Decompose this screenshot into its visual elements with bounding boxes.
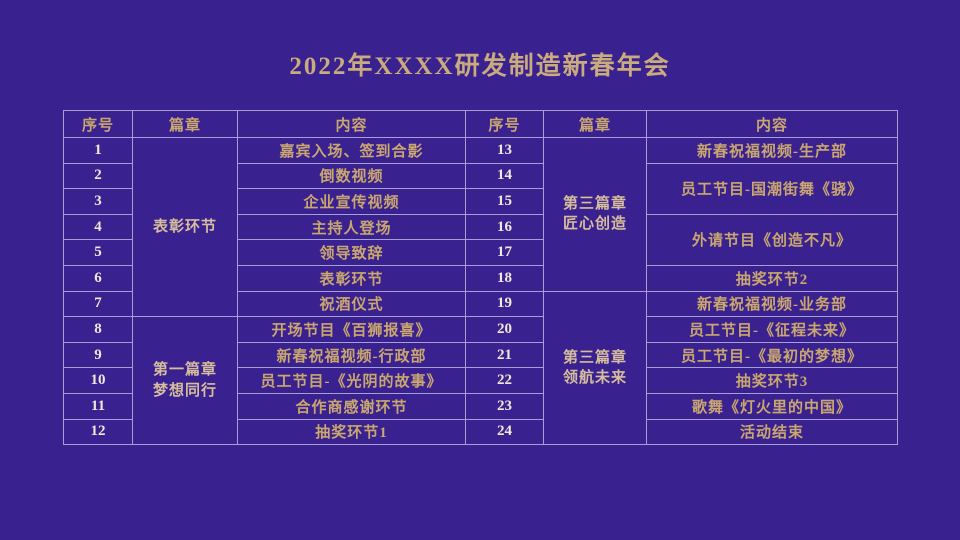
seq-cell: 16 (465, 213, 544, 241)
header-content-right: 内容 (646, 110, 898, 138)
header-seq-left: 序号 (63, 110, 133, 138)
program-table: 序号 篇章 内容 序号 篇章 内容 1 表彰环节 嘉宾入场、签到合影 13 第三… (63, 110, 898, 446)
seq-cell: 1 (63, 137, 133, 164)
seq-cell: 24 (465, 418, 544, 446)
seq-cell: 9 (63, 341, 133, 369)
chapter-line: 表彰环节 (152, 218, 217, 235)
content-cell: 新春祝福视频-生产部 (646, 137, 898, 164)
content-cell: 企业宣传视频 (237, 188, 466, 215)
chapter-line: 第三篇章 (562, 349, 627, 366)
seq-cell: 14 (465, 162, 544, 190)
header-chapter-right: 篇章 (543, 110, 647, 138)
chapter-line: 第一篇章 (152, 362, 217, 379)
content-cell: 新春祝福视频-行政部 (237, 341, 466, 369)
content-cell: 抽奖环节3 (646, 367, 898, 394)
chapter-cell-chapter3-future: 第三篇章 领航未来 (543, 290, 647, 446)
seq-cell: 17 (465, 239, 544, 266)
seq-cell: 8 (63, 316, 133, 343)
chapter-line: 领航未来 (562, 369, 627, 386)
chapter-cell-chapter1-dream: 第一篇章 梦想同行 (132, 316, 238, 446)
content-cell: 歌舞《灯火里的中国》 (646, 392, 898, 420)
content-cell: 员工节目-《征程未来》 (646, 316, 898, 343)
seq-cell: 10 (63, 367, 133, 394)
content-cell: 抽奖环节1 (237, 418, 466, 446)
seq-cell: 7 (63, 290, 133, 318)
seq-cell: 20 (465, 316, 544, 343)
seq-cell: 5 (63, 239, 133, 266)
header-chapter-left: 篇章 (132, 110, 238, 138)
chapter-line: 匠心创造 (562, 216, 627, 233)
seq-cell: 23 (465, 392, 544, 420)
seq-cell: 12 (63, 418, 133, 446)
table-row: 9 新春祝福视频-行政部 21 员工节目-《最初的梦想》 (63, 341, 898, 369)
header-content-left: 内容 (237, 110, 466, 138)
seq-cell: 4 (63, 213, 133, 241)
table-row: 5 领导致辞 17 (63, 239, 898, 266)
seq-cell: 6 (63, 264, 133, 292)
content-cell: 新春祝福视频-业务部 (646, 290, 898, 318)
slide-title: 2022年XXXX研发制造新春年会 (289, 53, 671, 80)
seq-cell: 18 (465, 264, 544, 292)
seq-cell: 22 (465, 367, 544, 394)
content-cell: 主持人登场 (237, 213, 466, 241)
table-row: 8 第一篇章 梦想同行 开场节目《百狮报喜》 20 员工节目-《征程未来》 (63, 316, 898, 446)
seq-cell: 19 (465, 290, 544, 318)
chapter-line: 梦想同行 (152, 382, 217, 399)
content-cell: 员工节目-《最初的梦想》 (646, 341, 898, 369)
content-cell: 嘉宾入场、签到合影 (237, 137, 466, 164)
chapter-cell-chapter3-craft: 第三篇章 匠心创造 (543, 137, 647, 292)
table-row: 10 员工节目-《光阴的故事》 22 抽奖环节3 (63, 367, 898, 394)
content-cell: 开场节目《百狮报喜》 (237, 316, 466, 343)
content-cell: 表彰环节 (237, 264, 466, 292)
header-row: 序号 篇章 内容 序号 篇章 内容 (63, 110, 898, 138)
seq-cell: 13 (465, 137, 544, 164)
table-row: 7 祝酒仪式 19 第三篇章 领航未来 新春祝福视频-业务部 (63, 290, 898, 446)
content-cell: 抽奖环节2 (646, 264, 898, 292)
seq-cell: 21 (465, 341, 544, 369)
seq-cell: 11 (63, 392, 133, 420)
seq-cell: 15 (465, 188, 544, 215)
content-cell: 合作商感谢环节 (237, 392, 466, 420)
header-seq-right: 序号 (465, 110, 544, 138)
seq-cell: 2 (63, 162, 133, 190)
content-cell: 活动结束 (646, 418, 898, 446)
table-row: 1 表彰环节 嘉宾入场、签到合影 13 第三篇章 匠心创造 新春祝福视频-生产部 (63, 136, 898, 318)
content-cell: 领导致辞 (237, 239, 466, 266)
table-row: 11 合作商感谢环节 23 歌舞《灯火里的中国》 (63, 392, 898, 420)
table-row: 3 企业宣传视频 15 (63, 188, 898, 215)
chapter-line: 第三篇章 (562, 196, 627, 213)
content-cell: 倒数视频 (237, 162, 466, 190)
table-row: 12 抽奖环节1 24 活动结束 (63, 418, 898, 446)
content-cell: 祝酒仪式 (237, 290, 466, 318)
content-cell: 员工节目-《光阴的故事》 (237, 367, 466, 394)
content-cell: 外请节目《创造不凡》 (646, 213, 898, 266)
seq-cell: 3 (63, 188, 133, 215)
chapter-cell-award: 表彰环节 (132, 136, 238, 318)
content-cell: 员工节目-国潮街舞《骁》 (646, 162, 898, 215)
